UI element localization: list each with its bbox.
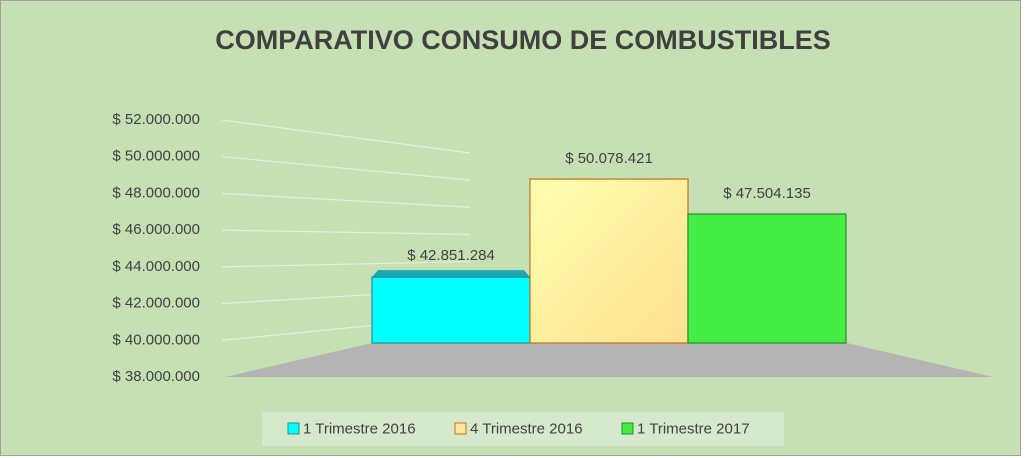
legend-label: 4 Trimestre 2016 <box>470 420 583 437</box>
grid-line <box>221 119 471 154</box>
legend-swatch <box>287 422 300 435</box>
y-tick-label: $ 42.000.000 <box>112 295 200 312</box>
y-tick-label: $ 38.000.000 <box>112 368 200 385</box>
y-tick-label: $ 40.000.000 <box>112 331 200 348</box>
grid-line <box>221 260 471 268</box>
grid-line <box>221 156 471 181</box>
y-tick-label: $ 44.000.000 <box>112 258 200 275</box>
bar <box>687 213 847 344</box>
legend-label: 1 Trimestre 2017 <box>637 420 750 437</box>
legend-label: 1 Trimestre 2016 <box>303 420 416 437</box>
legend-swatch <box>454 422 467 435</box>
value-label: $ 42.851.284 <box>407 247 495 264</box>
y-tick-label: $ 48.000.000 <box>112 184 200 201</box>
bar-top <box>372 270 530 278</box>
value-label: $ 47.504.135 <box>723 185 811 202</box>
grid-line <box>221 192 471 208</box>
chart-title: COMPARATIVO CONSUMO DE COMBUSTIBLES <box>215 25 831 55</box>
y-tick-label: $ 52.000.000 <box>112 111 200 128</box>
y-tick-label: $ 50.000.000 <box>112 148 200 165</box>
bar <box>529 178 689 344</box>
bar <box>371 276 531 344</box>
value-label: $ 50.078.421 <box>565 150 653 167</box>
legend <box>262 412 784 446</box>
floor <box>225 343 993 377</box>
y-tick-label: $ 46.000.000 <box>112 221 200 238</box>
legend-swatch <box>621 422 634 435</box>
grid-line <box>221 229 471 236</box>
